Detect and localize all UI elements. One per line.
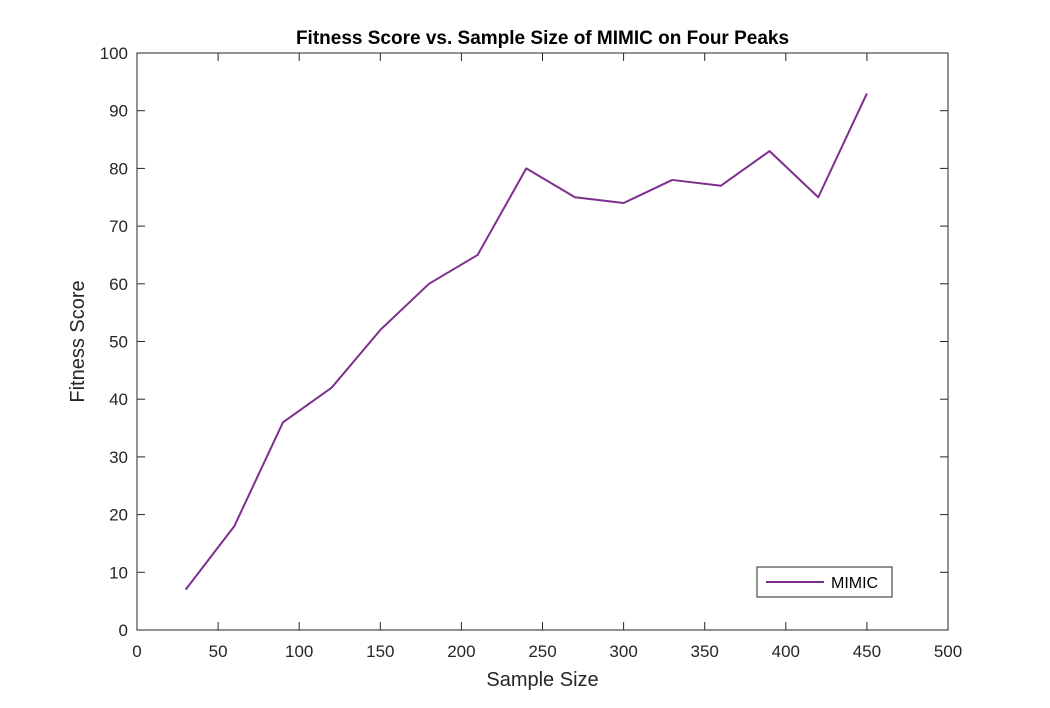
x-tick-label: 300 [609, 642, 637, 661]
y-tick-label: 50 [109, 333, 128, 352]
x-tick-label: 50 [209, 642, 228, 661]
legend-label-mimic: MIMIC [831, 575, 878, 592]
y-tick-label: 0 [119, 621, 128, 640]
x-tick-label: 450 [853, 642, 881, 661]
x-tick-label: 100 [285, 642, 313, 661]
y-tick-label: 60 [109, 275, 128, 294]
y-tick-label: 20 [109, 506, 128, 525]
y-tick-label: 90 [109, 102, 128, 121]
y-tick-label: 40 [109, 390, 128, 409]
x-tick-label: 250 [528, 642, 556, 661]
y-tick-label: 100 [100, 44, 128, 63]
x-tick-label: 150 [366, 642, 394, 661]
x-tick-label: 500 [934, 642, 962, 661]
y-axis-label: Fitness Score [67, 280, 89, 402]
series-line-mimic [184, 92, 868, 591]
series-layer [184, 92, 868, 591]
legend: MIMIC [756, 566, 893, 598]
chart-title: Fitness Score vs. Sample Size of MIMIC o… [296, 28, 789, 49]
y-tick-label: 10 [109, 563, 128, 582]
y-tick-label: 80 [109, 159, 128, 178]
plot-area [136, 52, 949, 631]
y-axis: 0 10 20 30 40 50 60 70 80 90 100 [100, 44, 948, 640]
x-tick-label: 0 [132, 642, 141, 661]
x-tick-label: 350 [691, 642, 719, 661]
y-tick-label: 70 [109, 217, 128, 236]
x-axis: 0 50 100 150 200 250 300 350 400 450 500 [132, 53, 962, 661]
x-axis-label: Sample Size [486, 669, 598, 691]
x-tick-label: 200 [447, 642, 475, 661]
y-tick-label: 30 [109, 448, 128, 467]
x-tick-label: 400 [772, 642, 800, 661]
